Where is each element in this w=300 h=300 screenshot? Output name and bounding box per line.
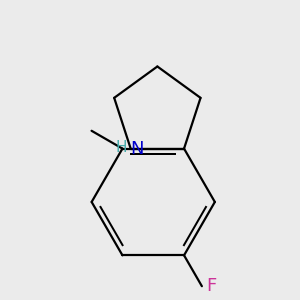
Text: N: N <box>131 140 144 158</box>
Text: H: H <box>116 140 127 155</box>
Text: F: F <box>206 277 216 295</box>
